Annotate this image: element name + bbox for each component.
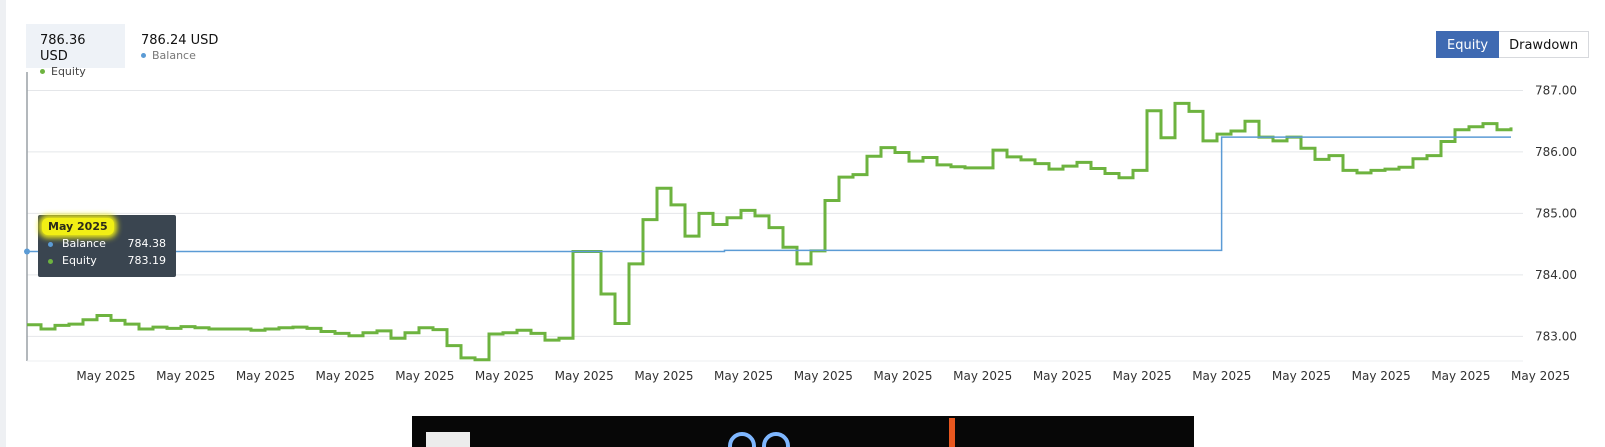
tooltip-equity-dot-icon [48, 258, 53, 264]
tooltip-row-equity: Equity 783.19 [48, 254, 166, 268]
banner-letter-shape [426, 432, 470, 447]
x-tick-label: May 2025 [634, 369, 693, 383]
x-tick-label: May 2025 [1352, 369, 1411, 383]
legend-equity-value: 786.36 USD [40, 33, 86, 64]
equity-tab-button[interactable]: Equity [1436, 31, 1500, 58]
balance-dot-icon [141, 53, 146, 58]
legend-balance-label: Balance [141, 49, 223, 63]
chart-tooltip: May 2025 Balance 784.38 Equity 783.19 [38, 215, 176, 277]
equity-dot-icon [40, 69, 45, 74]
x-tick-label: May 2025 [1272, 369, 1331, 383]
legend-balance[interactable]: 786.24 USD Balance [127, 24, 237, 68]
legend-balance-text: Balance [152, 49, 196, 62]
y-tick-label: 783.00 [1535, 329, 1577, 343]
x-tick-label: May 2025 [794, 369, 853, 383]
x-tick-label: May 2025 [1511, 369, 1570, 383]
y-tick-label: 785.00 [1535, 206, 1577, 220]
banner-ring-shape-2 [762, 432, 790, 447]
legend-equity[interactable]: 786.36 USD Equity [26, 24, 125, 78]
advertisement-banner[interactable] [412, 416, 1194, 447]
tooltip-equity-value: 783.19 [127, 254, 167, 267]
x-tick-label: May 2025 [1192, 369, 1251, 383]
x-tick-label: May 2025 [1113, 369, 1172, 383]
x-tick-label: May 2025 [156, 369, 215, 383]
y-tick-label: 784.00 [1535, 268, 1577, 282]
banner-ring-shape [728, 432, 756, 447]
x-tick-label: May 2025 [1033, 369, 1092, 383]
tooltip-title: May 2025 [42, 218, 114, 235]
x-tick-label: May 2025 [475, 369, 534, 383]
legend-equity-text: Equity [51, 65, 86, 78]
x-tick-label: May 2025 [316, 369, 375, 383]
legend-balance-value: 786.24 USD [141, 33, 219, 48]
x-tick-label: May 2025 [395, 369, 454, 383]
x-tick-label: May 2025 [873, 369, 932, 383]
y-tick-label: 787.00 [1535, 83, 1577, 97]
tooltip-row-balance: Balance 784.38 [48, 237, 166, 251]
x-tick-label: May 2025 [236, 369, 295, 383]
balance-series-line [27, 136, 1511, 253]
tooltip-balance-label: Balance [62, 237, 106, 250]
equity-series-line [27, 101, 1513, 362]
balance-hover-marker [24, 248, 30, 255]
y-tick-label: 786.00 [1535, 145, 1577, 159]
x-tick-label: May 2025 [76, 369, 135, 383]
x-tick-label: May 2025 [953, 369, 1012, 383]
drawdown-tab-button[interactable]: Drawdown [1499, 31, 1590, 58]
view-toggle: Equity Drawdown [1436, 31, 1590, 58]
legend-equity-label: Equity [40, 65, 111, 79]
page-left-edge [0, 0, 6, 447]
x-tick-label: May 2025 [555, 369, 614, 383]
tooltip-balance-dot-icon [48, 241, 53, 247]
x-tick-label: May 2025 [1431, 369, 1490, 383]
x-tick-label: May 2025 [714, 369, 773, 383]
tooltip-balance-value: 784.38 [127, 237, 167, 250]
tooltip-equity-label: Equity [62, 254, 97, 267]
banner-tower-shape [949, 418, 955, 447]
